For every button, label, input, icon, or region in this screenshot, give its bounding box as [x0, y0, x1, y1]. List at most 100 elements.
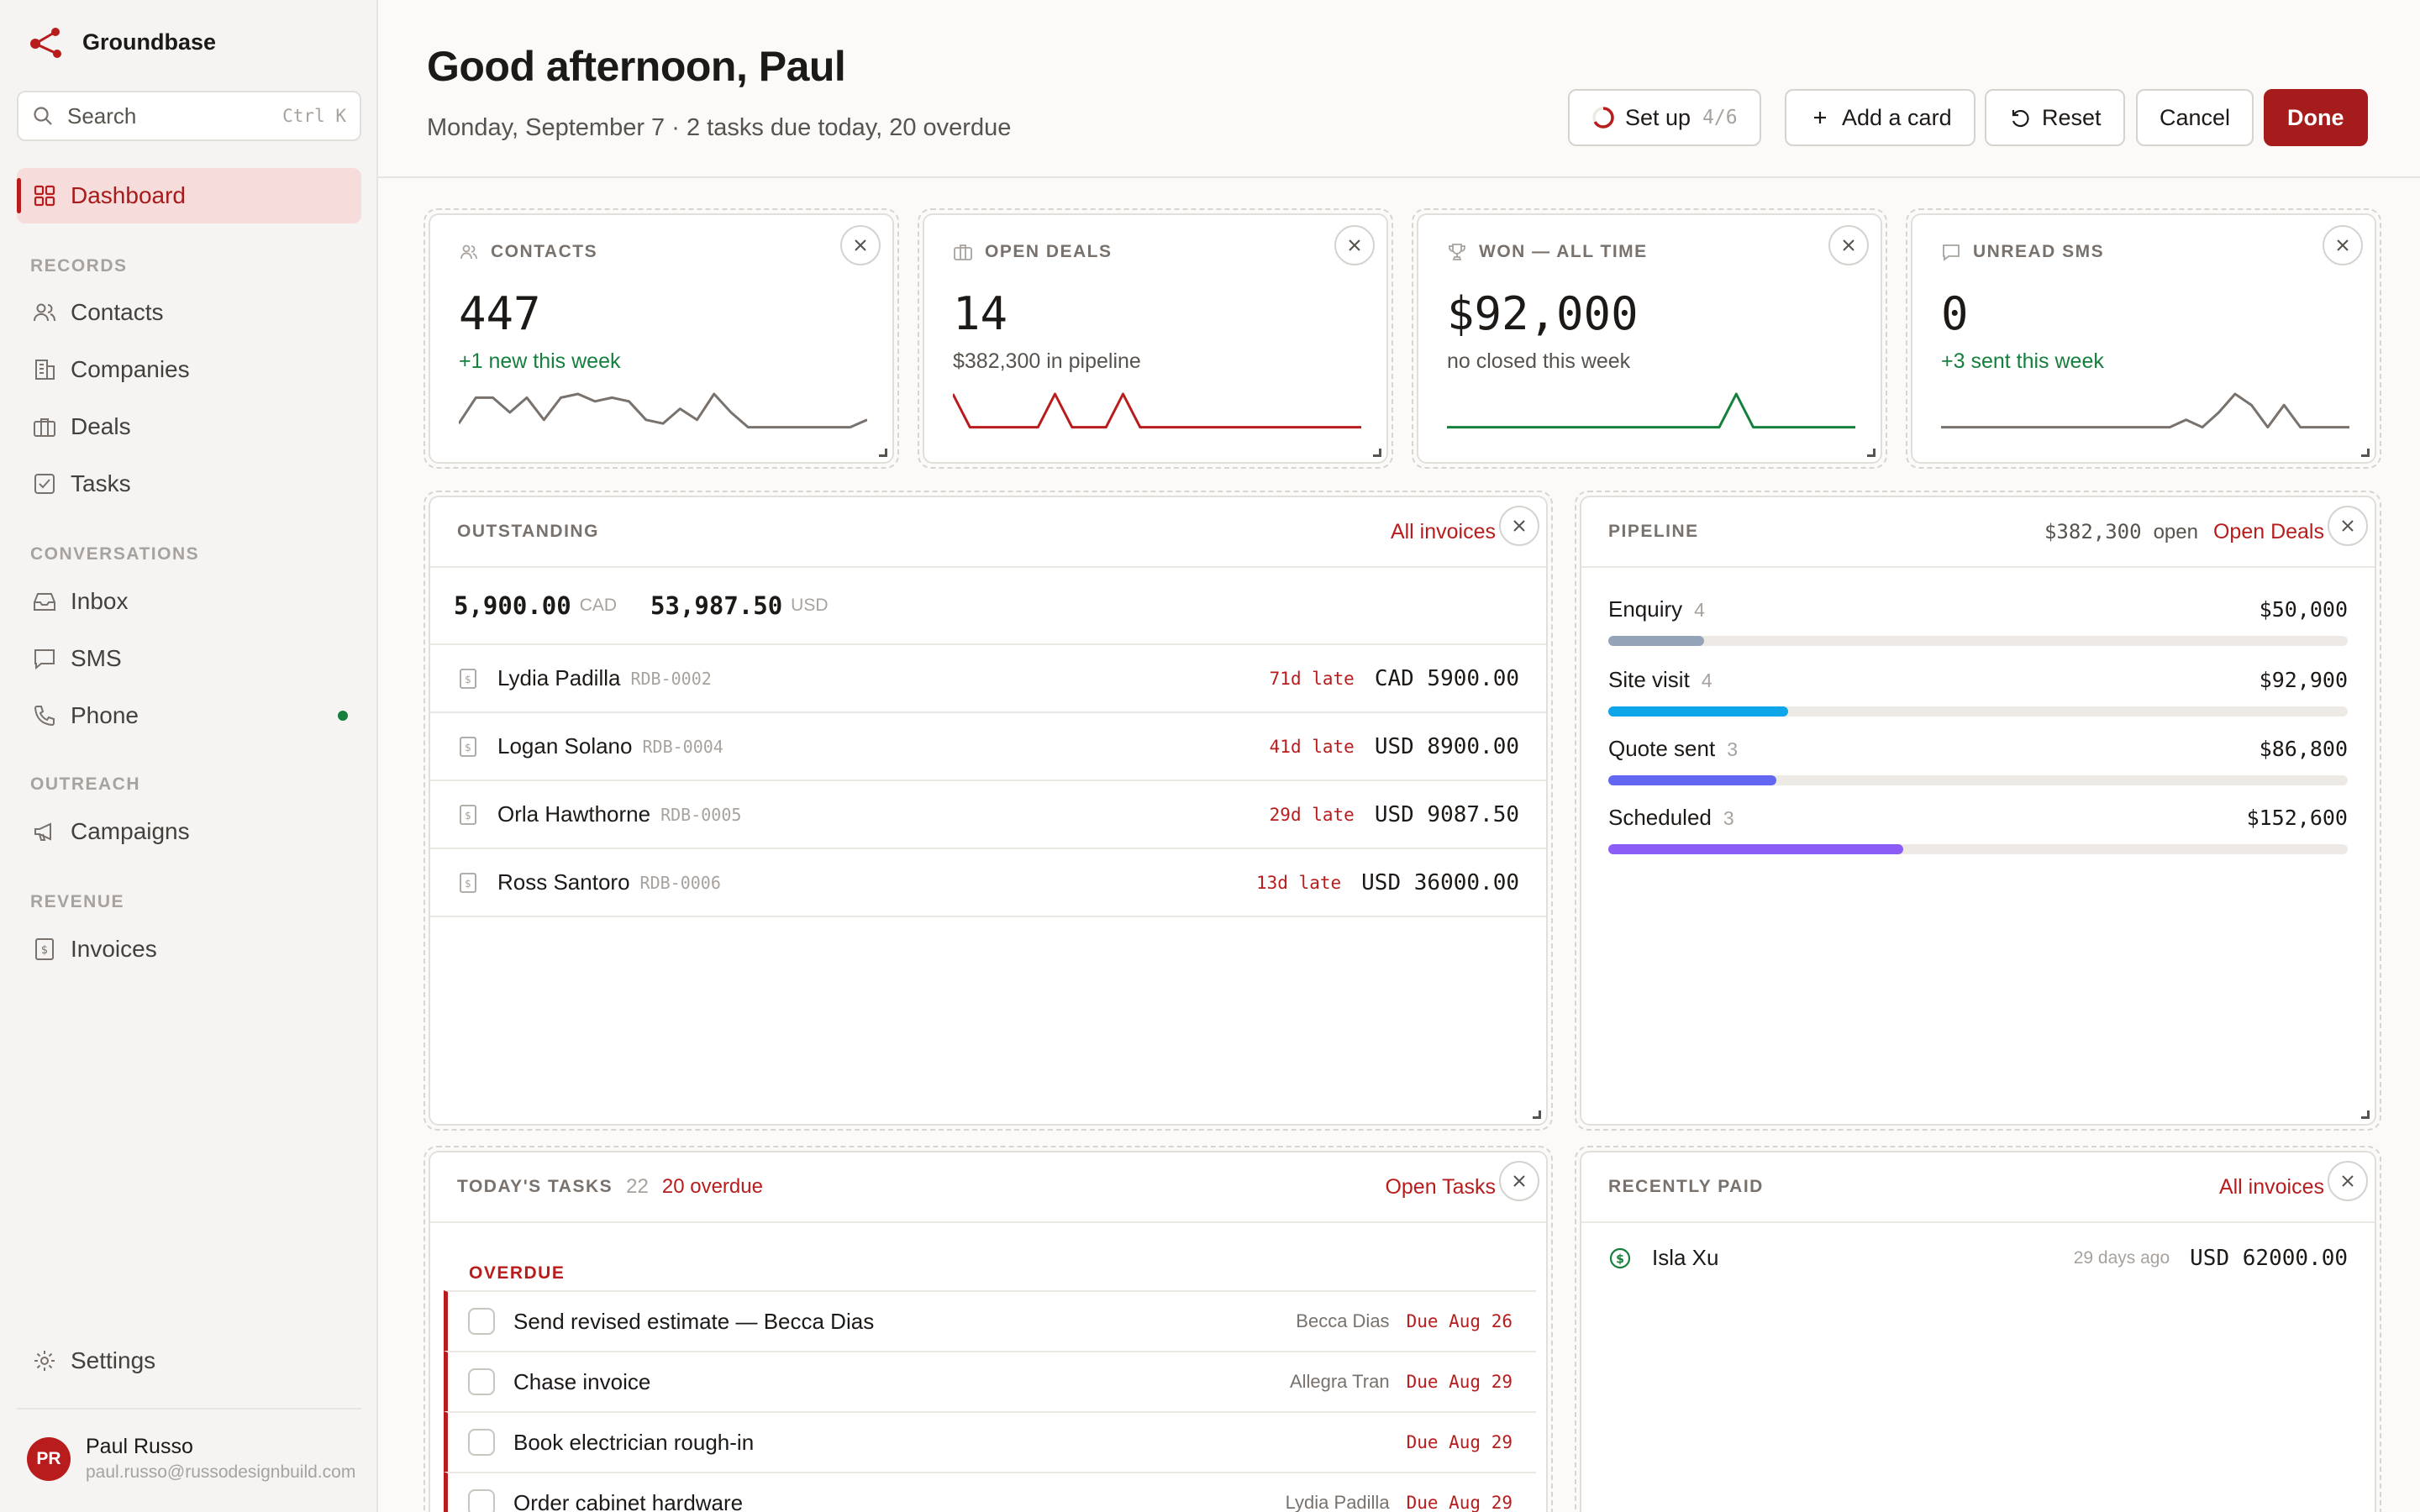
sidebar-item-inbox[interactable]: Inbox — [17, 576, 361, 627]
task-due: Due Aug 29 — [1406, 1372, 1512, 1392]
invoice-row[interactable]: $ Logan Solano RDB-0004 41d late USD 890… — [430, 713, 1546, 781]
stage-bar — [1608, 775, 2348, 785]
users-icon — [34, 303, 55, 322]
stat-value: 0 — [1941, 287, 1969, 340]
sidebar-item-settings[interactable]: Settings — [17, 1336, 361, 1386]
total-currency: CAD — [579, 596, 618, 615]
open-tasks-link[interactable]: Open Tasks — [1385, 1174, 1496, 1199]
invoice-row[interactable]: $ Ross Santoro RDB-0006 13d late USD 360… — [430, 849, 1546, 917]
sidebar-item-label: Invoices — [71, 936, 157, 962]
divider — [17, 1408, 361, 1410]
page-title: Good afternoon, Paul — [427, 43, 846, 90]
svg-text:$: $ — [1616, 1252, 1624, 1266]
task-checkbox[interactable] — [468, 1368, 495, 1395]
reset-button[interactable]: Reset — [1985, 89, 2125, 146]
remove-card-button[interactable] — [1499, 506, 1539, 546]
stat-label: WON — ALL TIME — [1479, 242, 1648, 261]
task-contact: Becca Dias — [1296, 1310, 1390, 1331]
stat-subtext: +3 sent this week — [1941, 349, 2104, 373]
stat-value: $92,000 — [1447, 287, 1639, 340]
stage-amount: $50,000 — [2259, 597, 2348, 622]
svg-text:$: $ — [465, 810, 471, 822]
task-contact: Lydia Padilla — [1285, 1492, 1390, 1512]
pipeline-stage[interactable]: Site visit 4 $92,900 — [1608, 667, 2348, 717]
task-checkbox[interactable] — [468, 1429, 495, 1456]
panel-title: TODAY'S TASKS — [457, 1177, 613, 1196]
stage-count: 4 — [1701, 669, 1712, 691]
invoice-row[interactable]: $ Lydia Padilla RDB-0002 71d late CAD 59… — [430, 645, 1546, 713]
outstanding-card: OUTSTANDING All invoices 5,900.00 CAD 53… — [424, 491, 1553, 1131]
all-invoices-link[interactable]: All invoices — [2218, 1174, 2324, 1199]
sidebar-item-tasks[interactable]: Tasks — [17, 459, 361, 509]
paid-date: 29 days ago — [2073, 1247, 2170, 1268]
invoice-amount: CAD 5900.00 — [1374, 665, 1519, 691]
sidebar-item-dashboard[interactable]: Dashboard — [17, 168, 361, 223]
task-due: Due Aug 29 — [1406, 1493, 1512, 1512]
resize-handle[interactable] — [2361, 449, 2370, 457]
task-row[interactable]: Order cabinet hardware Lydia Padilla Due… — [444, 1472, 1536, 1512]
task-row[interactable]: Chase invoice Allegra Tran Due Aug 29 — [444, 1351, 1536, 1411]
open-deals-link[interactable]: Open Deals — [2212, 519, 2324, 543]
sidebar-item-deals[interactable]: Deals — [17, 402, 361, 452]
sidebar-item-sms[interactable]: SMS — [17, 633, 361, 684]
invoice-row[interactable]: $ Orla Hawthorne RDB-0005 29d late USD 9… — [430, 781, 1546, 849]
remove-card-button[interactable] — [1499, 1161, 1539, 1201]
pipeline-open-label: open — [2153, 520, 2198, 543]
resize-handle[interactable] — [2361, 1110, 2370, 1119]
remove-card-button[interactable] — [2323, 225, 2363, 265]
remove-card-button[interactable] — [1828, 225, 1869, 265]
pipeline-card: PIPELINE $382,300 open Open Deals Enquir… — [1575, 491, 2381, 1131]
sidebar-item-label: Deals — [71, 413, 131, 439]
section-revenue: REVENUE — [30, 892, 125, 911]
sidebar-item-phone[interactable]: Phone — [17, 690, 361, 741]
close-icon — [1513, 1175, 1525, 1187]
sparkline — [1941, 392, 2349, 429]
plus-icon — [1814, 112, 1826, 123]
overdue-count: 20 overdue — [661, 1175, 763, 1198]
sidebar-item-invoices[interactable]: $ Invoices — [17, 924, 361, 974]
stage-bar-fill — [1608, 844, 1904, 854]
sparkline — [459, 392, 867, 429]
task-checkbox[interactable] — [468, 1489, 495, 1512]
brand[interactable]: Groundbase — [27, 22, 216, 62]
building-icon — [35, 360, 55, 380]
remove-card-button[interactable] — [2328, 506, 2368, 546]
resize-handle[interactable] — [879, 449, 887, 457]
stage-amount: $92,900 — [2259, 668, 2348, 692]
pipeline-stage[interactable]: Quote sent 3 $86,800 — [1608, 736, 2348, 785]
stage-name: Quote sent — [1608, 736, 1716, 761]
sidebar-item-companies[interactable]: Companies — [17, 344, 361, 395]
svg-text:$: $ — [465, 674, 471, 685]
paid-invoice-row[interactable]: $ Isla Xu 29 days ago USD 62000.00 — [1608, 1245, 2348, 1271]
add-card-button[interactable]: Add a card — [1785, 89, 1975, 146]
sidebar-item-contacts[interactable]: Contacts — [17, 287, 361, 338]
setup-button[interactable]: Set up 4/6 — [1568, 89, 1761, 146]
late-badge: 13d late — [1256, 872, 1342, 893]
remove-card-button[interactable] — [840, 225, 881, 265]
sidebar-item-campaigns[interactable]: Campaigns — [17, 806, 361, 857]
pipeline-stage[interactable]: Scheduled 3 $152,600 — [1608, 805, 2348, 854]
user-profile[interactable]: PR Paul Russo paul.russo@russodesignbuil… — [27, 1435, 363, 1483]
task-checkbox[interactable] — [468, 1308, 495, 1335]
task-row[interactable]: Book electrician rough-in Due Aug 29 — [444, 1411, 1536, 1472]
task-title: Send revised estimate — Becca Dias — [513, 1308, 875, 1334]
cancel-button[interactable]: Cancel — [2136, 89, 2254, 146]
pipeline-stage[interactable]: Enquiry 4 $50,000 — [1608, 596, 2348, 646]
reset-label: Reset — [2042, 104, 2102, 130]
section-conversations: CONVERSATIONS — [30, 544, 200, 564]
paid-amount: USD 62000.00 — [2190, 1245, 2348, 1271]
stage-count: 3 — [1723, 807, 1734, 829]
search-box[interactable]: Search Ctrl K — [17, 91, 361, 141]
task-row[interactable]: Send revised estimate — Becca Dias Becca… — [444, 1290, 1536, 1351]
all-invoices-link[interactable]: All invoices — [1390, 519, 1496, 543]
stage-bar-fill — [1608, 775, 1776, 785]
remove-card-button[interactable] — [2328, 1161, 2368, 1201]
task-contact: Allegra Tran — [1289, 1371, 1390, 1392]
resize-handle[interactable] — [1533, 1110, 1541, 1119]
resize-handle[interactable] — [1867, 449, 1876, 457]
done-button[interactable]: Done — [2264, 89, 2368, 146]
close-icon — [2337, 239, 2349, 251]
resize-handle[interactable] — [1373, 449, 1381, 457]
search-icon — [34, 107, 52, 125]
remove-card-button[interactable] — [1334, 225, 1375, 265]
